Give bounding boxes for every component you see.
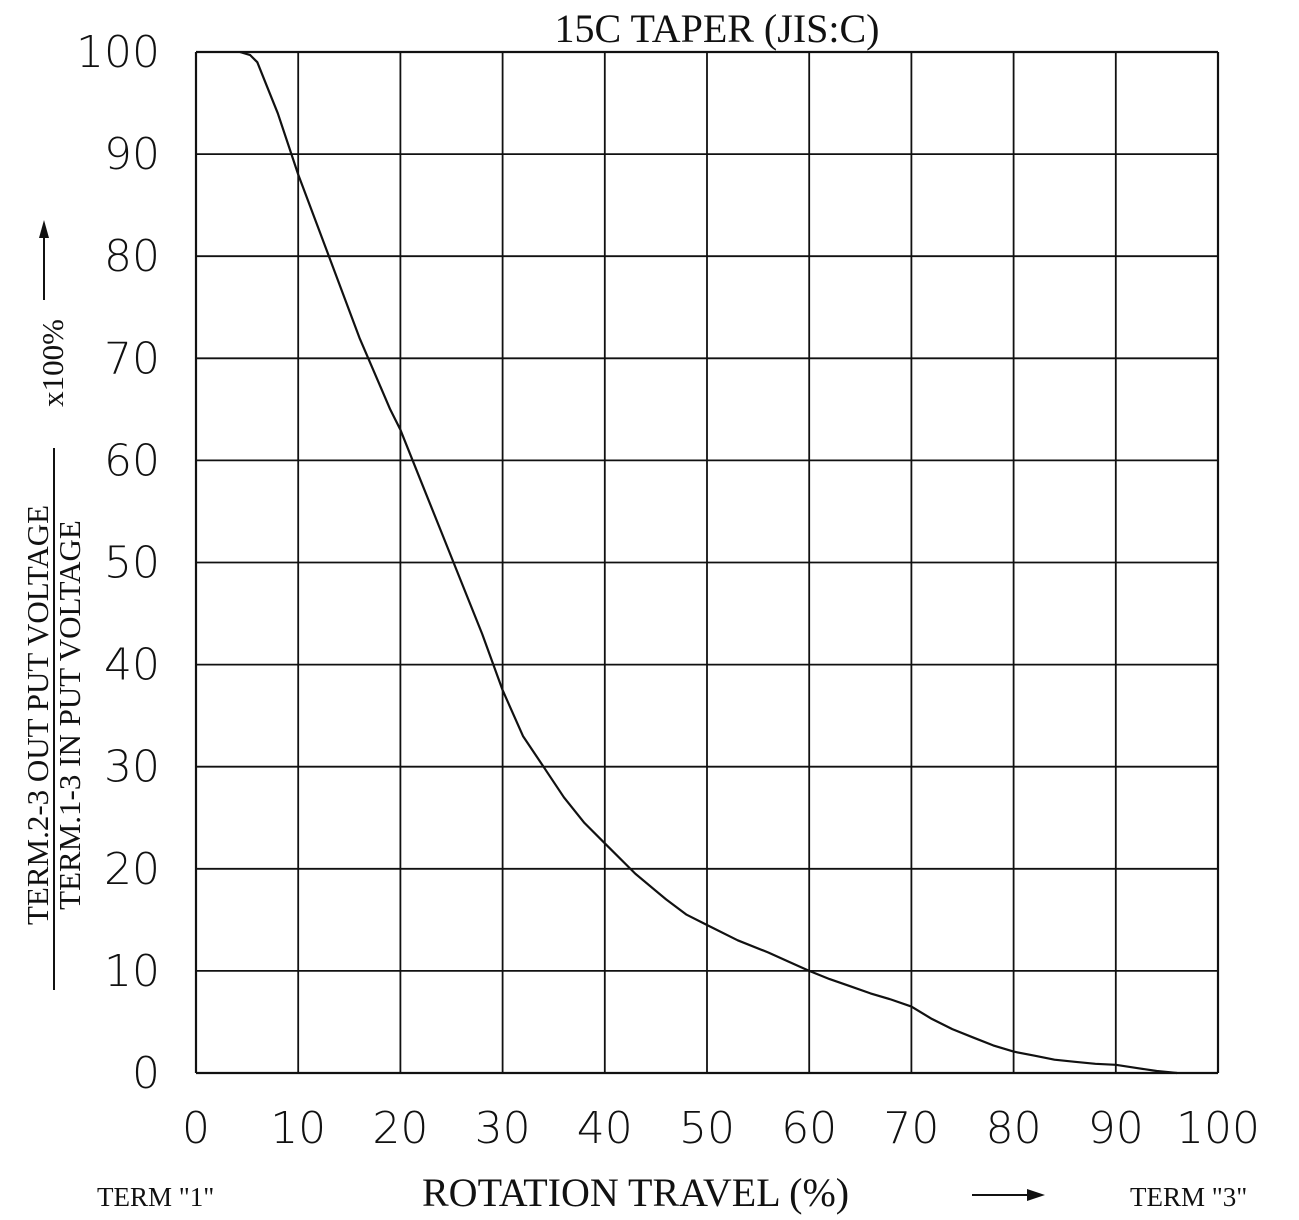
taper-curve-line (239, 50, 1178, 1075)
y-tick-label: 70 (104, 333, 160, 384)
grid (194, 50, 1220, 1075)
x-tick-label: 50 (679, 1103, 735, 1154)
term-right-label: TERM "3" (1130, 1182, 1247, 1212)
x-tick-label: 80 (986, 1103, 1042, 1154)
taper-curve (239, 50, 1178, 1075)
x-tick-label: 70 (883, 1103, 939, 1154)
y-tick-label: 20 (104, 844, 160, 895)
y-tick-label: 80 (104, 231, 160, 282)
x-tick-label: 100 (1176, 1103, 1260, 1154)
x-arrow-head (1027, 1189, 1045, 1201)
x-tick-label: 30 (475, 1103, 531, 1154)
y-tick-label: 10 (104, 946, 160, 997)
y-tick-label: 30 (104, 742, 160, 793)
y-axis-label: TERM.2-3 OUT PUT VOLTAGE TERM.1-3 IN PUT… (20, 220, 87, 990)
y-label-numerator: TERM.2-3 OUT PUT VOLTAGE (20, 505, 55, 925)
y-tick-labels: 0 10 20 30 40 50 60 70 80 90 100 (76, 27, 160, 1099)
y-tick-label: 50 (104, 538, 160, 589)
y-tick-label: 40 (104, 640, 160, 691)
x-tick-label: 20 (372, 1103, 428, 1154)
y-label-denominator: TERM.1-3 IN PUT VOLTAGE (52, 520, 87, 910)
x-tick-label: 90 (1088, 1103, 1144, 1154)
x-tick-label: 60 (781, 1103, 837, 1154)
y-tick-label: 90 (104, 129, 160, 180)
x-tick-label: 40 (577, 1103, 633, 1154)
x-tick-label: 0 (182, 1103, 210, 1154)
x-axis-label: ROTATION TRAVEL (%) (422, 1170, 849, 1215)
y-tick-label: 0 (132, 1048, 160, 1099)
y-tick-label: 100 (76, 27, 160, 78)
term-left-label: TERM "1" (97, 1182, 214, 1212)
chart-title: 15C TAPER (JIS:C) (555, 6, 880, 51)
y-label-multiplier: x100% (35, 319, 70, 407)
y-tick-label: 60 (104, 435, 160, 486)
x-tick-labels: 0 10 20 30 40 50 60 70 80 90 100 (182, 1103, 1260, 1154)
y-arrow-head (39, 220, 49, 238)
x-tick-label: 10 (270, 1103, 326, 1154)
